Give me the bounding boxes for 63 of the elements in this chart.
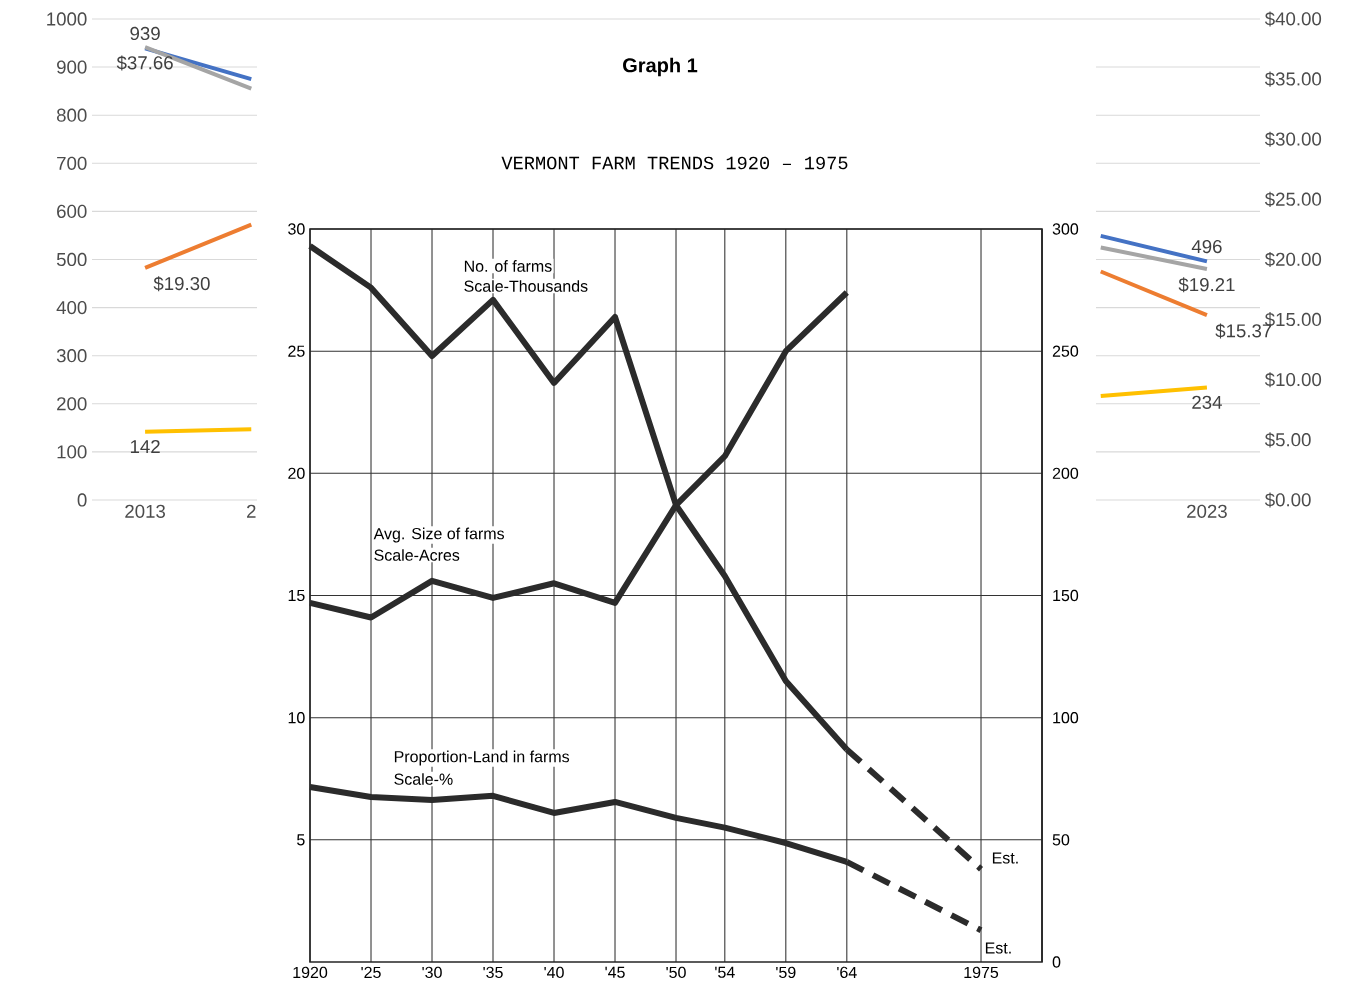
y2-tick-label: 50 — [1052, 834, 1070, 846]
y-tick-label: 800 — [56, 108, 87, 122]
x-tick-label: 1920 — [293, 966, 328, 979]
y2-tick-label: $40.00 — [1264, 11, 1322, 27]
data-label: $37.66 — [116, 55, 173, 71]
y2-tick-label: $0.00 — [1264, 492, 1311, 508]
y-tick-label: 30 — [288, 223, 305, 235]
y-tick-label: 700 — [57, 156, 87, 170]
x-tick-label: 2023 — [1187, 504, 1227, 518]
annotation: Est. — [985, 942, 1011, 954]
annotation: Scale-Acres — [374, 549, 460, 561]
y2-tick-label: $5.00 — [1264, 432, 1311, 448]
x-tick-label: '64 — [837, 966, 857, 979]
y-tick-label: 15 — [288, 589, 305, 602]
y-tick-label: 400 — [56, 300, 87, 315]
x-tick-label: 2 — [247, 504, 256, 518]
y-tick-label: 300 — [56, 349, 87, 363]
annotation: Scale-Thousands — [464, 280, 588, 292]
annotation: Scale-% — [394, 773, 453, 785]
x-tick-label: '45 — [605, 966, 625, 978]
data-label: 142 — [130, 439, 160, 453]
data-label: $19.21 — [1178, 277, 1235, 293]
y-tick-label: 0 — [77, 493, 87, 507]
y2-tick-label: 300 — [1052, 223, 1079, 235]
x-tick-label: '30 — [422, 966, 442, 979]
x-tick-label: '40 — [544, 966, 564, 979]
data-label: 234 — [1192, 395, 1222, 409]
y-tick-label: 10 — [288, 712, 305, 724]
y2-tick-label: 150 — [1053, 589, 1079, 602]
text: Avg. Size of farms — [373, 527, 505, 543]
y2-tick-label: $35.00 — [1264, 71, 1322, 87]
text: No. of farms — [464, 260, 552, 272]
y-tick-label: 5 — [297, 834, 305, 846]
annotation: Est. — [992, 852, 1018, 864]
x-tick-label: '35 — [483, 966, 503, 979]
x-tick-label: '50 — [666, 966, 686, 979]
x-tick-label: 2013 — [125, 504, 166, 518]
chart-subtitle: VERMONT FARM TRENDS 1920 – 1975 — [501, 156, 848, 170]
y2-tick-label: 0 — [1052, 956, 1061, 968]
x-tick-label: '25 — [361, 966, 381, 979]
y2-tick-label: $30.00 — [1264, 131, 1322, 147]
y-tick-label: 1000 — [47, 12, 87, 26]
x-tick-label: '54 — [715, 966, 735, 978]
y2-tick-label: 200 — [1052, 467, 1079, 479]
y-tick-label: 900 — [57, 60, 87, 74]
x-tick-label: '59 — [776, 966, 796, 979]
data-label: 939 — [130, 26, 160, 41]
y-tick-label: 500 — [56, 252, 87, 267]
y2-tick-label: $20.00 — [1264, 251, 1322, 268]
data-label: $19.30 — [153, 276, 210, 292]
y2-tick-label: $10.00 — [1264, 372, 1322, 388]
y2-tick-label: 100 — [1053, 712, 1079, 724]
y-tick-label: 100 — [57, 445, 87, 459]
y2-tick-label: $25.00 — [1264, 191, 1322, 207]
x-tick-label: 1975 — [964, 966, 999, 979]
data-label: 496 — [1191, 239, 1222, 254]
y-tick-label: 25 — [288, 345, 305, 357]
y-tick-label: 200 — [57, 397, 87, 411]
chart-title: Graph 1 — [623, 57, 698, 77]
y-tick-label: 20 — [288, 467, 305, 479]
y2-tick-label: 250 — [1052, 345, 1079, 357]
y-tick-label: 600 — [57, 204, 87, 218]
text: Proportion-Land in farms — [394, 750, 570, 766]
